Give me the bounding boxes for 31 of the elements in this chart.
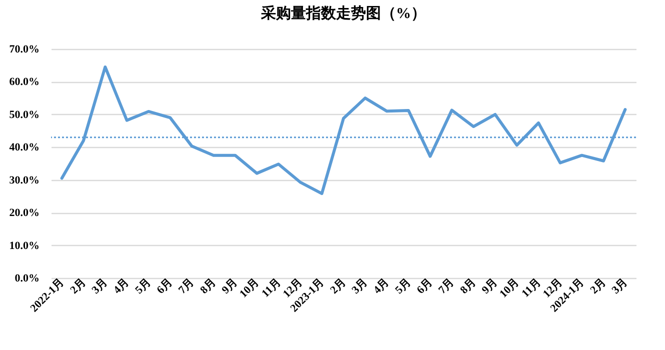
x-tick-label: 9月 [220, 276, 240, 296]
x-tick-label: 10月 [238, 276, 262, 300]
x-tick-label: 6月 [154, 276, 175, 296]
x-tick-label: 3月 [90, 276, 110, 296]
x-tick-label: 3月 [610, 276, 630, 296]
y-tick-label: 10.0% [9, 240, 40, 252]
x-tick-label: 4月 [111, 276, 132, 296]
x-tick-label: 8月 [458, 276, 478, 296]
x-tick-label: 6月 [414, 276, 435, 296]
x-tick-label: 3月 [350, 276, 370, 296]
y-tick-label: 50.0% [9, 108, 40, 121]
y-tick-label: 40.0% [9, 142, 40, 154]
x-tick-label: 8月 [198, 276, 218, 296]
x-tick-label: 2月 [68, 276, 88, 296]
y-tick-label: 20.0% [9, 207, 40, 220]
y-tick-label: 70.0% [9, 44, 40, 56]
x-tick-label: 5月 [133, 276, 154, 296]
x-tick-label: 4月 [371, 276, 392, 296]
y-tick-label: 30.0% [9, 174, 40, 186]
x-tick-label: 2月 [588, 276, 608, 296]
x-tick-label: 2月 [328, 276, 348, 296]
x-tick-label: 11月 [520, 276, 544, 300]
x-tick-label: 9月 [480, 276, 500, 296]
chart-title: 采购量指数走势图（%） [260, 5, 426, 22]
y-tick-label: 0.0% [14, 272, 40, 284]
x-tick-label: 5月 [393, 276, 414, 296]
x-tick-label: 7月 [436, 276, 457, 296]
y-tick-label: 60.0% [9, 76, 40, 88]
x-tick-label: 10月 [498, 276, 522, 300]
x-tick-label: 7月 [176, 276, 197, 296]
x-tick-label: 11月 [260, 276, 284, 300]
